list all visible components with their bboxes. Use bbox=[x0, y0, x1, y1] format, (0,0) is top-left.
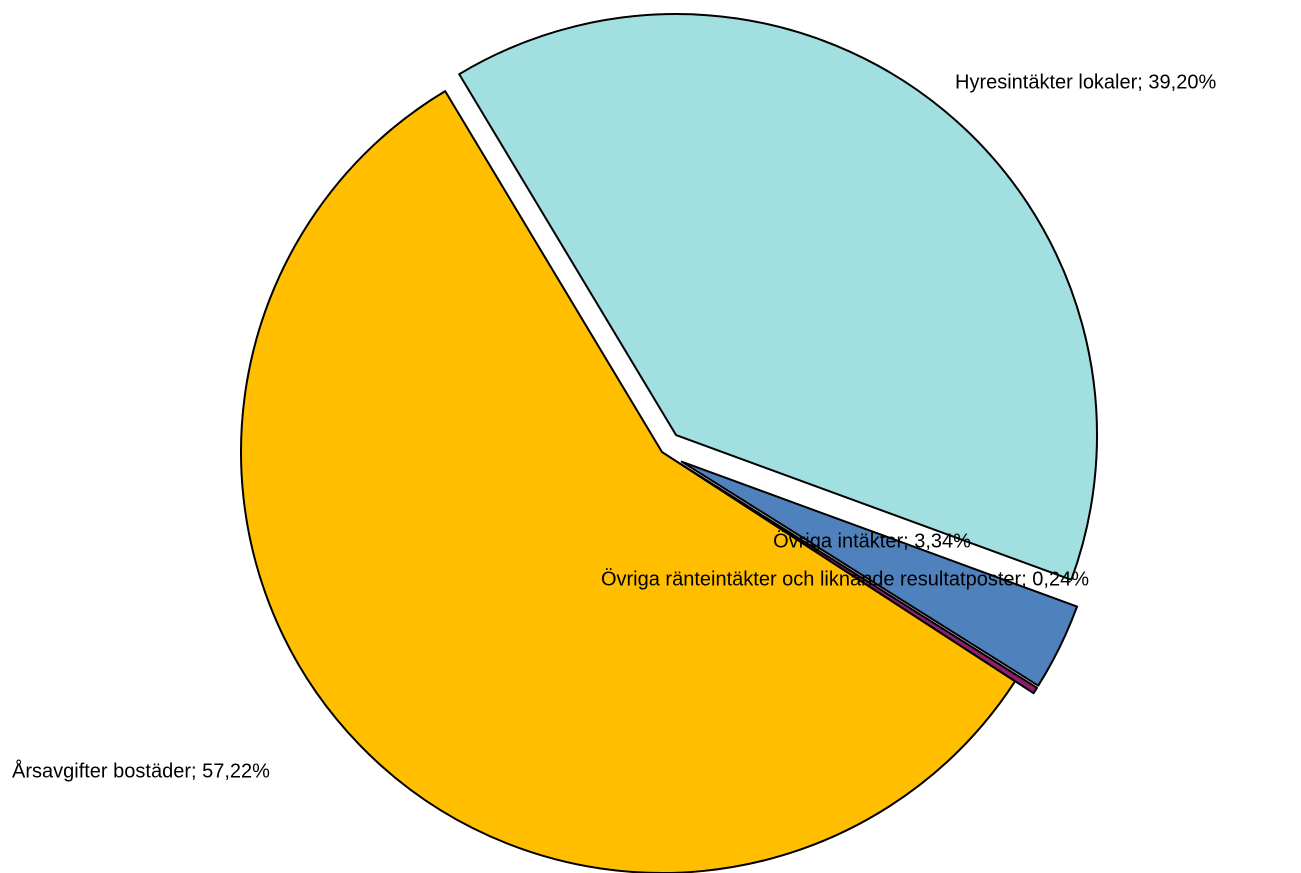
pie-slice bbox=[240, 90, 1017, 873]
slice-label: Hyresintäkter lokaler; 39,20% bbox=[955, 71, 1216, 93]
slice-label: Övriga intäkter; 3,34% bbox=[773, 530, 971, 552]
slice-label: Årsavgifter bostäder; 57,22% bbox=[12, 759, 270, 782]
pie-slice bbox=[458, 13, 1098, 581]
pie-slice bbox=[680, 460, 1079, 687]
slice-label: Övriga ränteintäkter och liknande result… bbox=[601, 568, 1089, 590]
